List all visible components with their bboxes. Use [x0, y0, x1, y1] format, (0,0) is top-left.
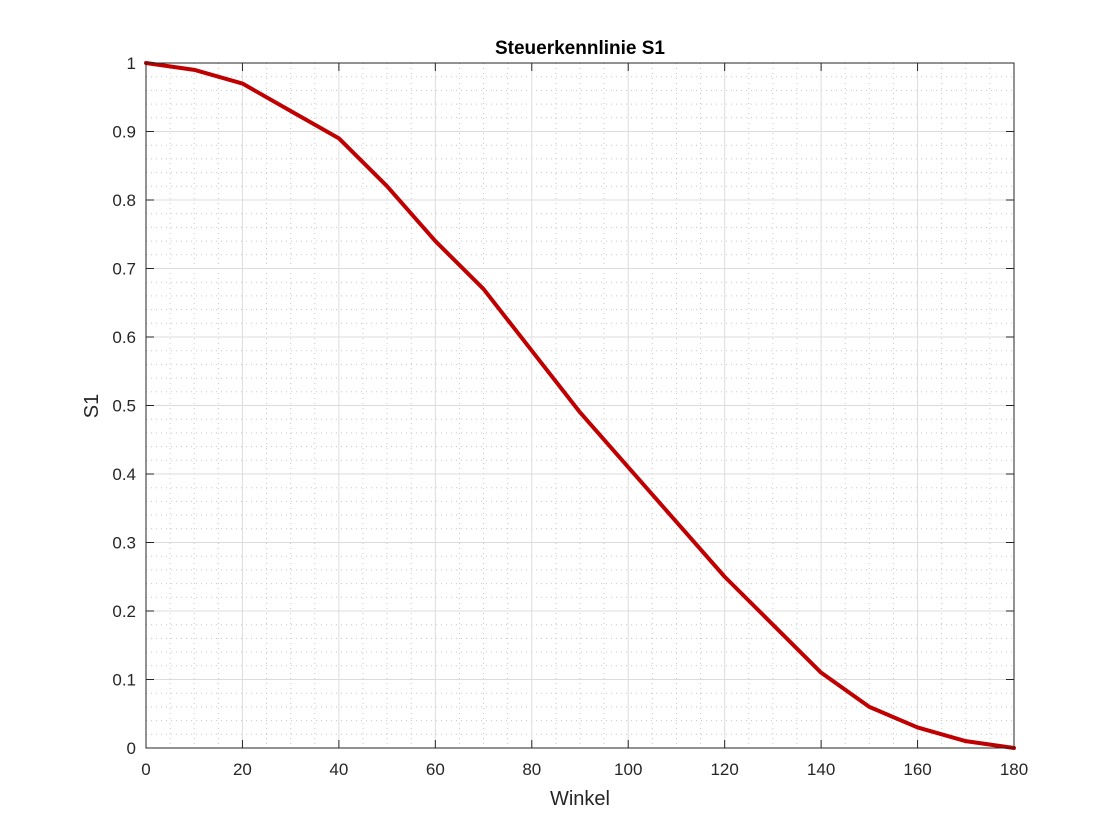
y-axis-label: S1: [81, 394, 103, 418]
y-tick-label: 0.4: [112, 465, 136, 484]
x-tick-label: 0: [141, 760, 150, 779]
x-tick-label: 40: [329, 760, 348, 779]
x-tick-label: 80: [522, 760, 541, 779]
x-tick-labels: 0 20 40 60 80 100 120 140 160 180: [141, 760, 1028, 779]
y-tick-label: 0.1: [112, 671, 136, 690]
minor-grid: [146, 63, 1014, 748]
x-tick-label: 20: [233, 760, 252, 779]
series-layer: [144, 61, 1016, 750]
x-tick-label: 140: [807, 760, 835, 779]
x-tick-label: 120: [710, 760, 738, 779]
y-tick-label: 1: [127, 54, 136, 73]
x-tick-label: 100: [614, 760, 642, 779]
chart-title: Steuerkennlinie S1: [495, 38, 665, 59]
y-tick-labels: 0 0.1 0.2 0.3 0.4 0.5 0.6 0.7 0.8 0.9 1: [112, 54, 136, 758]
y-tick-label: 0.7: [112, 260, 136, 279]
x-tick-label: 160: [903, 760, 931, 779]
y-tick-label: 0.3: [112, 534, 136, 553]
y-tick-label: 0.2: [112, 602, 136, 621]
series-line-0: [144, 61, 1016, 750]
y-tick-label: 0.8: [112, 191, 136, 210]
ticks: [145, 62, 1015, 749]
x-tick-label: 180: [1000, 760, 1028, 779]
y-tick-label: 0.5: [112, 397, 136, 416]
x-axis-label: Winkel: [550, 788, 610, 810]
y-tick-label: 0.6: [112, 328, 136, 347]
y-tick-label: 0.9: [112, 123, 136, 142]
y-tick-label: 0: [127, 739, 136, 758]
x-tick-label: 60: [426, 760, 445, 779]
